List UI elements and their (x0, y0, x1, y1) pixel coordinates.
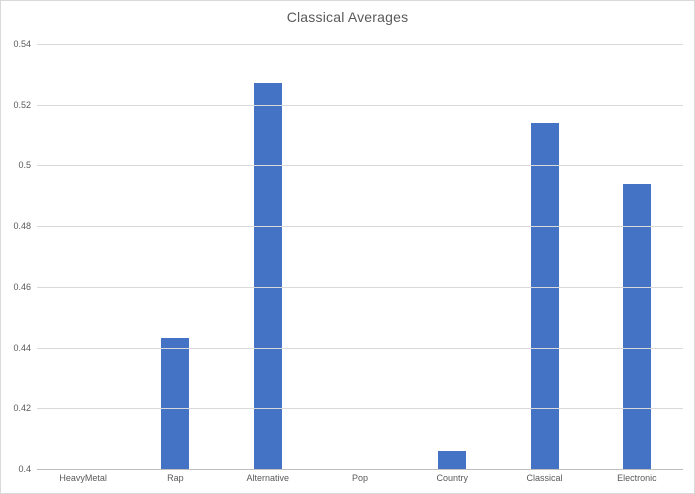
y-axis-tick-label: 0.44 (13, 342, 31, 353)
bar-rap (161, 338, 190, 469)
bar-classical (530, 122, 559, 469)
gridline (37, 104, 683, 106)
bars-row (37, 44, 683, 469)
x-axis-category-label: Country (436, 473, 469, 483)
bar-country (438, 450, 467, 469)
x-axis-category-label: Alternative (246, 473, 289, 483)
x-axis: HeavyMetal Rap Alternative Pop Country Classi… (37, 473, 683, 483)
x-axis-category-label: HeavyMetal (59, 473, 107, 483)
y-axis-tick-label: 0.4 (18, 464, 31, 474)
gridline (37, 44, 683, 45)
y-axis-tick-label: 0.52 (13, 99, 31, 110)
x-axis-category-label: Rap (167, 473, 184, 483)
plot-area (37, 44, 683, 470)
bar-slot-pop (314, 44, 406, 469)
bar-slot-alternative (222, 44, 314, 469)
y-axis-tick-label: 0.5 (18, 160, 31, 171)
gridline (37, 226, 683, 228)
bar-slot-electronic (591, 44, 683, 469)
y-axis: 0.54 0.52 0.5 0.48 0.46 0.44 0.42 0.4 (1, 39, 31, 474)
chart-title: Classical Averages (286, 9, 409, 25)
gridline (37, 286, 683, 288)
y-axis-tick-label: 0.48 (13, 221, 31, 232)
x-axis-category-label: Classical (526, 473, 563, 483)
bar-slot-rap (129, 44, 221, 469)
y-axis-tick-label: 0.54 (13, 39, 31, 49)
y-axis-tick-label: 0.46 (13, 281, 31, 292)
y-axis-tick-label: 0.42 (13, 403, 31, 414)
bar-slot-country (406, 44, 498, 469)
gridline (37, 165, 683, 167)
bar-electronic (622, 183, 651, 469)
gridline (37, 408, 683, 410)
bar-slot-heavymetal (37, 44, 129, 469)
bar-slot-classical (498, 44, 590, 469)
x-axis-category-label: Pop (351, 473, 368, 483)
x-axis-category-label: Electronic (617, 473, 657, 483)
gridline (37, 347, 683, 349)
bar-alternative (253, 83, 282, 469)
